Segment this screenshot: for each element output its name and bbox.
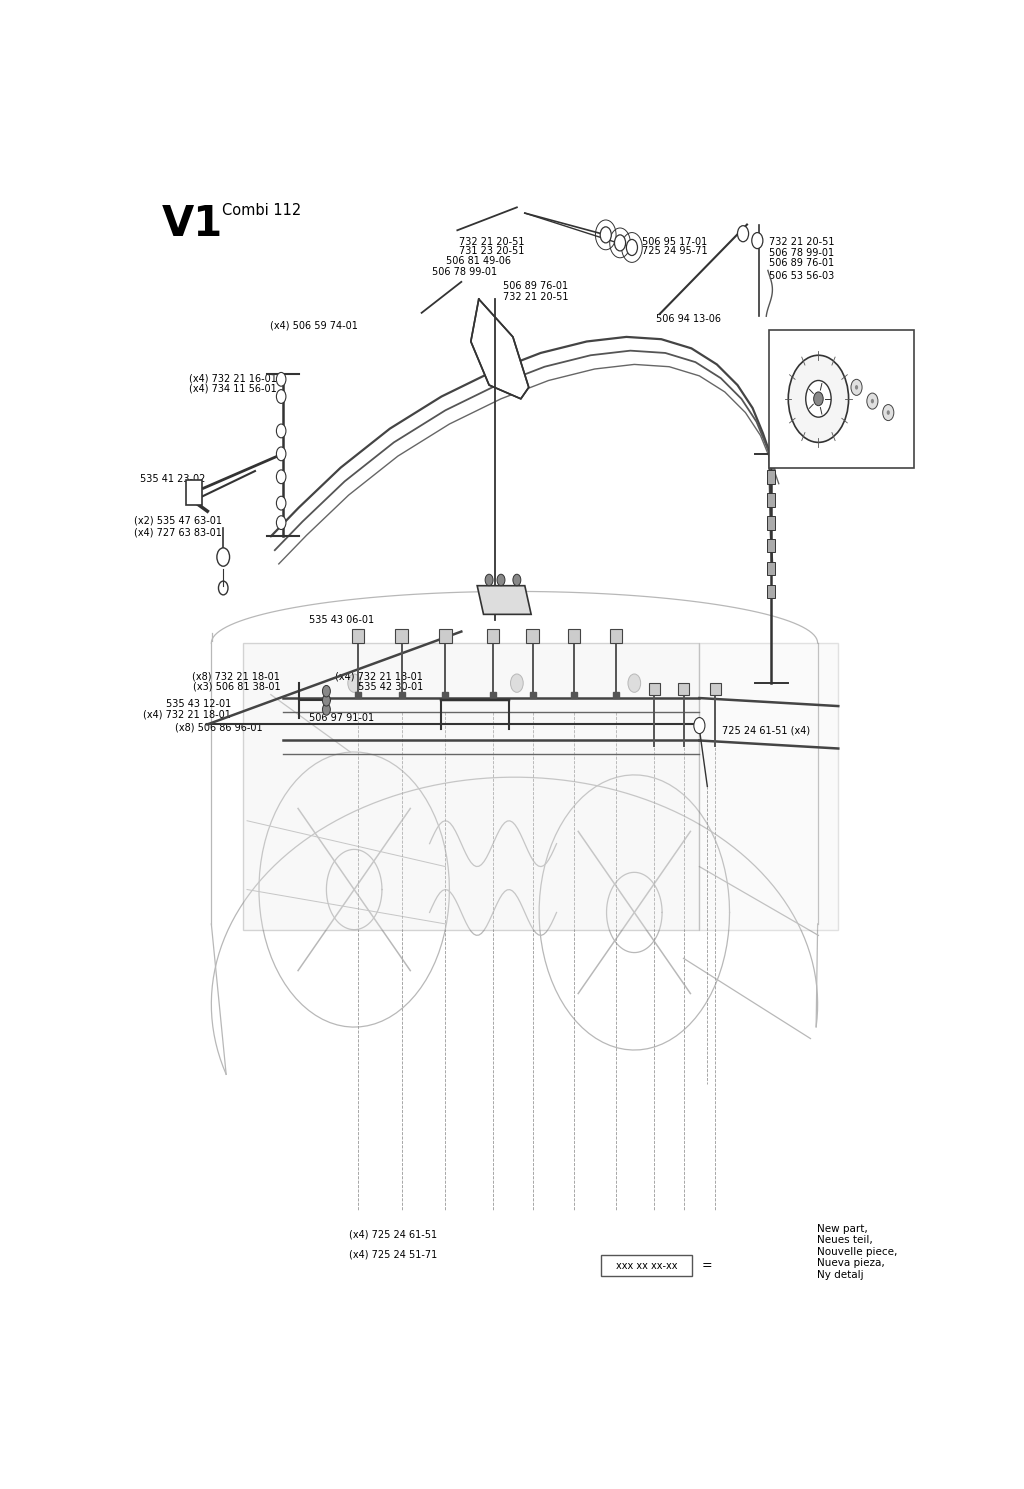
Circle shape: [276, 496, 286, 511]
Text: New part,: New part,: [817, 1224, 867, 1234]
Circle shape: [814, 392, 823, 405]
Circle shape: [883, 405, 894, 420]
Circle shape: [855, 386, 858, 390]
Text: 725 24 61-51 (x4): 725 24 61-51 (x4): [722, 725, 810, 736]
Text: 506 89 76-01: 506 89 76-01: [769, 258, 835, 268]
Circle shape: [600, 226, 611, 243]
Polygon shape: [471, 299, 528, 399]
Bar: [767, 561, 775, 575]
Circle shape: [867, 393, 878, 409]
Bar: [186, 481, 202, 505]
Text: =: =: [701, 1260, 713, 1272]
Circle shape: [485, 575, 494, 585]
Text: (x4) 732 21 16-01: (x4) 732 21 16-01: [189, 374, 278, 383]
Circle shape: [276, 515, 286, 530]
Text: 506 78 99-01: 506 78 99-01: [432, 267, 497, 277]
Circle shape: [323, 694, 331, 706]
Circle shape: [276, 372, 286, 386]
Bar: [526, 630, 539, 643]
Bar: [767, 493, 775, 506]
Bar: [767, 539, 775, 552]
Circle shape: [788, 356, 849, 442]
Text: (x4) 725 24 61-51: (x4) 725 24 61-51: [349, 1228, 437, 1239]
Text: 725 24 95-71: 725 24 95-71: [642, 247, 708, 256]
Circle shape: [276, 471, 286, 484]
Text: (x4) 732 21 18-01: (x4) 732 21 18-01: [143, 709, 231, 719]
Text: 506 97 91-01: 506 97 91-01: [309, 713, 374, 722]
Text: Ny detalj: Ny detalj: [817, 1270, 863, 1279]
Text: (x4) 725 24 51-71: (x4) 725 24 51-71: [349, 1249, 437, 1260]
Text: 506 53 56-03: 506 53 56-03: [769, 271, 835, 280]
Circle shape: [628, 675, 641, 692]
Bar: [648, 683, 659, 694]
Circle shape: [627, 240, 638, 256]
Text: (x4) 727 63 83-01: (x4) 727 63 83-01: [134, 529, 221, 538]
Text: (x4) 734 11 56-01: (x4) 734 11 56-01: [189, 384, 278, 393]
Circle shape: [348, 675, 360, 692]
Circle shape: [276, 390, 286, 404]
Polygon shape: [477, 585, 531, 615]
Text: (x4) 506 59 74-01: (x4) 506 59 74-01: [270, 320, 358, 331]
Text: 506 89 76-01: 506 89 76-01: [504, 281, 568, 290]
Text: (x2) 535 47 63-01: (x2) 535 47 63-01: [134, 515, 221, 526]
Polygon shape: [699, 643, 839, 929]
Text: xxx xx xx-xx: xxx xx xx-xx: [615, 1261, 677, 1270]
Circle shape: [323, 704, 331, 715]
Text: Combi 112: Combi 112: [221, 204, 301, 219]
Bar: [439, 630, 452, 643]
Text: Nouvelle piece,: Nouvelle piece,: [817, 1246, 897, 1257]
Text: 535 43 06-01: 535 43 06-01: [309, 615, 374, 625]
Circle shape: [497, 575, 505, 585]
Circle shape: [513, 575, 521, 585]
Text: 506 96 30-01 (x2): 506 96 30-01 (x2): [792, 395, 880, 405]
Text: 535 42 30-01: 535 42 30-01: [358, 682, 423, 691]
Bar: [395, 630, 409, 643]
Circle shape: [806, 381, 831, 417]
Bar: [767, 471, 775, 484]
Bar: [767, 585, 775, 599]
Text: 506 81 49-06: 506 81 49-06: [445, 256, 511, 265]
Circle shape: [217, 548, 229, 566]
Text: (x8) 732 21 18-01: (x8) 732 21 18-01: [193, 672, 281, 682]
Circle shape: [276, 447, 286, 460]
Text: 735 31 17-00 (x2): 735 31 17-00 (x2): [777, 457, 865, 468]
Text: (x8) 506 86 96-01: (x8) 506 86 96-01: [175, 722, 263, 733]
Circle shape: [511, 675, 523, 692]
Bar: [767, 515, 775, 530]
Text: 506 95 17-01: 506 95 17-01: [642, 237, 708, 247]
Circle shape: [694, 718, 705, 734]
Text: Nueva pieza,: Nueva pieza,: [817, 1258, 885, 1269]
Circle shape: [870, 399, 874, 404]
Bar: [486, 630, 500, 643]
Polygon shape: [243, 643, 699, 929]
Text: 732 21 20-51: 732 21 20-51: [503, 292, 568, 302]
Circle shape: [614, 235, 626, 252]
Bar: [601, 1255, 692, 1276]
Text: 731 23 20-51: 731 23 20-51: [460, 247, 524, 256]
Text: 732 21 20-51: 732 21 20-51: [769, 237, 835, 247]
Bar: [710, 683, 721, 694]
Text: 535 43 12-01: 535 43 12-01: [166, 698, 231, 709]
Text: 535 41 23-02: 535 41 23-02: [140, 474, 206, 484]
Bar: [609, 630, 623, 643]
Circle shape: [752, 232, 763, 249]
Text: V1: V1: [162, 203, 222, 244]
Text: (x3) 506 81 38-01: (x3) 506 81 38-01: [193, 682, 281, 691]
Circle shape: [887, 411, 890, 415]
Bar: [769, 331, 914, 468]
Circle shape: [323, 685, 331, 697]
Text: 506 94 13-06: 506 94 13-06: [655, 314, 721, 323]
Bar: [567, 630, 581, 643]
Circle shape: [276, 424, 286, 438]
Text: Neues teil,: Neues teil,: [817, 1236, 872, 1245]
Text: 535 46 41-01 (x4): 535 46 41-01 (x4): [769, 381, 857, 392]
Bar: [352, 630, 365, 643]
Circle shape: [737, 226, 749, 241]
Text: 506 78 99-01: 506 78 99-01: [769, 247, 835, 258]
Text: 732 21 20-51: 732 21 20-51: [460, 237, 524, 247]
Bar: [678, 683, 689, 694]
Text: (x4) 732 21 18-01: (x4) 732 21 18-01: [335, 672, 423, 682]
Circle shape: [851, 380, 862, 396]
